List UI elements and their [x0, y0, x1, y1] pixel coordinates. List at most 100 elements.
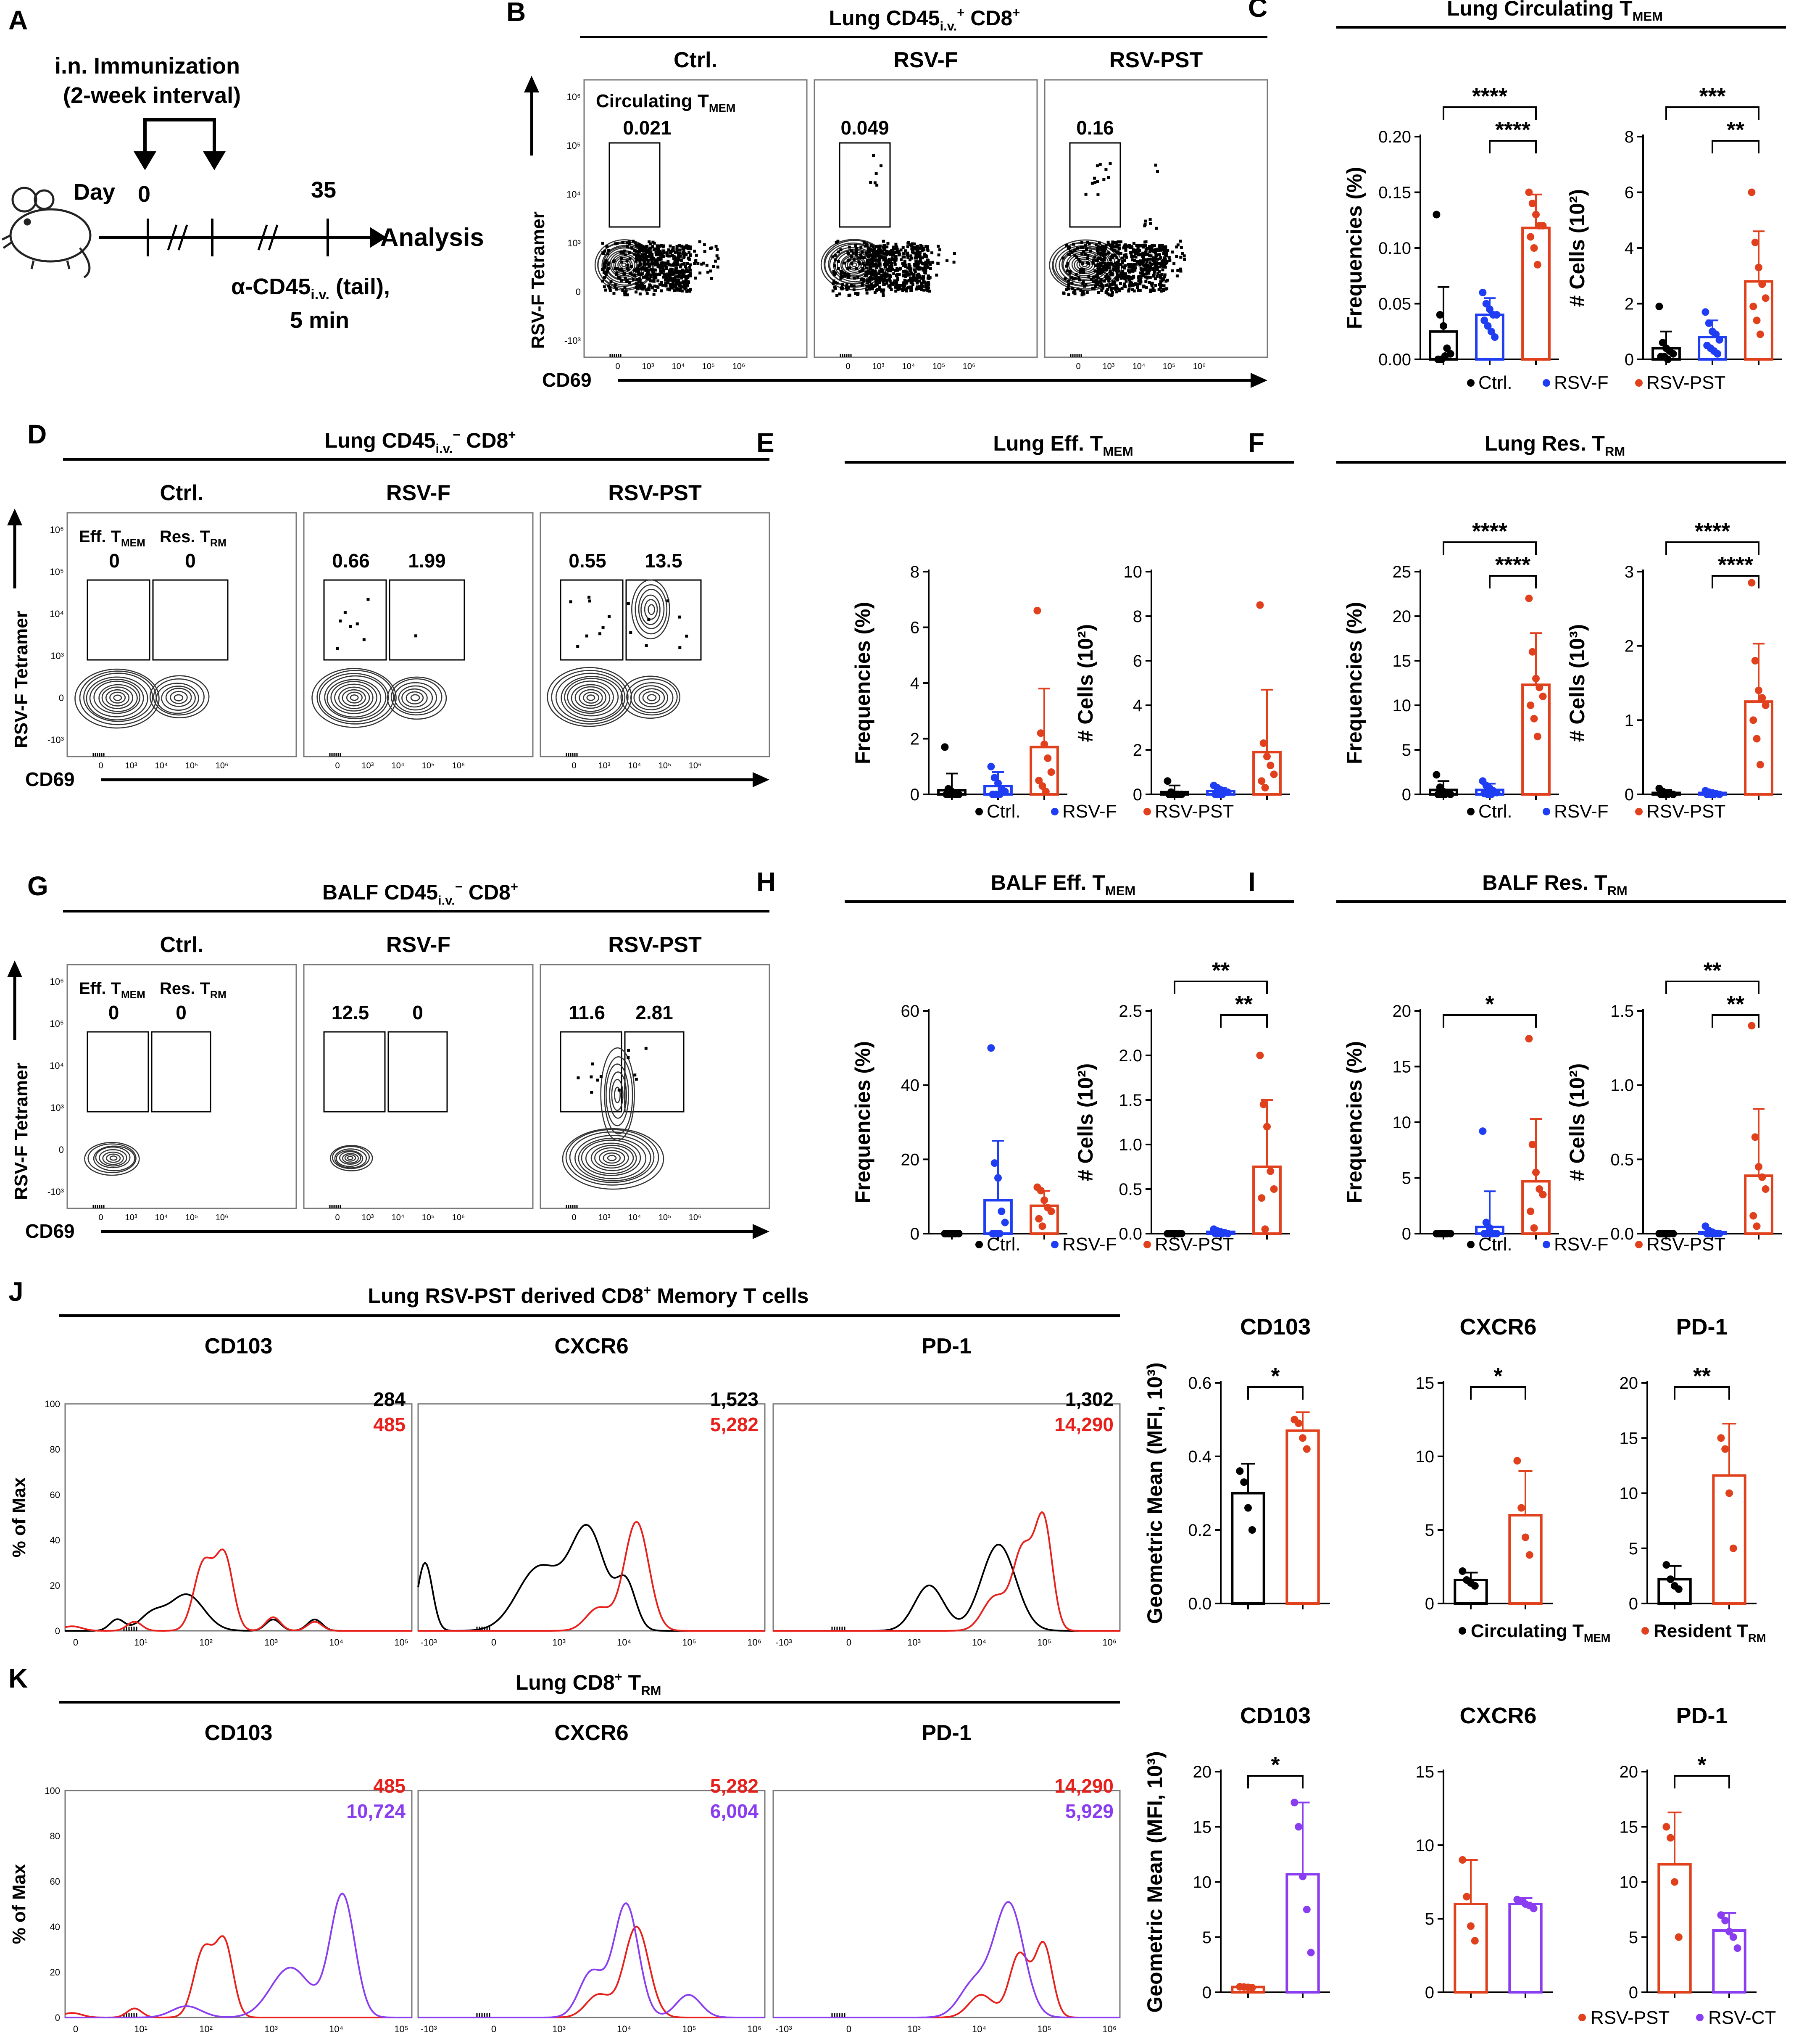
data-point: [1751, 238, 1759, 246]
mfi-value: 284: [373, 1388, 406, 1410]
gated-event: [601, 626, 605, 629]
event-dot: [1134, 256, 1138, 259]
data-point: [1164, 777, 1172, 785]
event-dot: [686, 246, 689, 250]
data-point: [1471, 1937, 1479, 1945]
event-dot: [1147, 258, 1150, 261]
event-dot: [872, 254, 875, 258]
y-tick-label: 0.05: [1378, 295, 1411, 314]
event-dot: [605, 270, 608, 274]
y-tick-label: 25: [1393, 563, 1412, 581]
data-point: [1172, 791, 1180, 798]
event-dot: [641, 287, 645, 290]
y-axis-label: RSV-F Tetramer: [11, 1063, 32, 1200]
event-dot: [675, 245, 679, 248]
data-point: [1530, 715, 1538, 723]
event-dot: [929, 267, 932, 270]
event-dot: [917, 261, 920, 265]
event-dot: [1120, 287, 1124, 290]
y-tick-label: 0.0: [1610, 1225, 1634, 1243]
event-dot: [918, 266, 922, 269]
y-tick-label: 15: [1393, 652, 1412, 670]
event-dot: [1065, 288, 1068, 291]
interval-label: (2-week interval): [63, 83, 241, 108]
event-dot: [1099, 278, 1103, 281]
event-dot: [913, 263, 916, 266]
event-dot: [1165, 260, 1169, 263]
event-dot: [1167, 256, 1171, 259]
event-dot: [1086, 257, 1089, 260]
event-dot: [679, 270, 682, 273]
event-dot: [1110, 283, 1113, 286]
event-dot: [1154, 277, 1157, 280]
event-dot: [878, 247, 882, 251]
event-dot: [663, 273, 666, 276]
event-dot: [651, 245, 654, 248]
histogram-curve: [417, 1524, 765, 1632]
event-dot: [912, 273, 916, 276]
event-dot: [881, 251, 885, 254]
event-dot: [1105, 284, 1108, 287]
event-dot: [866, 263, 869, 266]
label-part: MEM: [1103, 444, 1133, 459]
event-dot: [1099, 261, 1102, 265]
event-dot: [916, 252, 919, 256]
data-point: [1482, 300, 1490, 308]
event-dot: [891, 247, 895, 251]
x-tick-label: 0: [615, 362, 620, 371]
panel-letter-j: J: [8, 1276, 24, 1307]
legend: Ctrl. RSV-F RSV-PST: [1467, 801, 1725, 822]
event-dot: [1142, 258, 1145, 262]
contour-line: [638, 588, 665, 629]
event-dot: [861, 267, 864, 270]
event-dot: [1160, 264, 1163, 267]
event-dot: [888, 280, 892, 283]
event-dot: [1148, 245, 1151, 248]
group-header: RSV-PST: [608, 481, 702, 505]
event-dot: [1066, 269, 1069, 273]
contour-line: [339, 1151, 361, 1165]
y-tick-label: 10: [1393, 696, 1412, 715]
event-dot: [661, 252, 664, 256]
event-dot: [677, 278, 680, 282]
flow-plot-1: 12.5 00 10³ 10⁴ 10⁵ 10⁶: [303, 964, 534, 1222]
event-dot: [1166, 249, 1169, 252]
data-point: [1459, 1856, 1467, 1864]
event-dot: [1129, 264, 1133, 267]
event-dot: [682, 251, 685, 254]
event-dot: [892, 281, 896, 284]
event-dot: [920, 288, 923, 291]
marker-title: CXCR6: [1459, 1314, 1536, 1340]
event-dot: [903, 281, 906, 284]
event-dot: [1164, 258, 1167, 261]
event-dot: [1067, 287, 1071, 290]
mouse-icon: [1, 187, 92, 279]
gated-event: [576, 645, 579, 648]
x-tick-label: 10³: [1103, 362, 1115, 371]
event-dot: [873, 271, 877, 274]
data-point: [996, 1230, 1004, 1237]
event-dot: [1156, 272, 1159, 275]
event-dot: [903, 288, 906, 291]
plot-frame: [417, 1790, 766, 2018]
y-tick-label: 0: [59, 1145, 64, 1155]
event-dot: [1065, 243, 1068, 247]
event-dot: [1134, 266, 1137, 269]
event-dot: [902, 273, 905, 277]
data-point: [1299, 1872, 1306, 1880]
event-dot: [665, 266, 668, 269]
event-dot: [1140, 261, 1143, 264]
event-dot: [636, 255, 639, 258]
event-dot: [659, 269, 662, 272]
gated-event: [598, 632, 602, 636]
event-dot: [648, 278, 652, 281]
event-dot: [892, 245, 895, 249]
y-tick-label: 20: [1620, 1374, 1638, 1392]
data-point: [1762, 294, 1770, 302]
event-dot: [671, 286, 674, 290]
event-dot: [678, 282, 682, 285]
contour-line: [633, 685, 669, 710]
event-dot: [1066, 286, 1069, 289]
event-dot: [614, 285, 617, 288]
